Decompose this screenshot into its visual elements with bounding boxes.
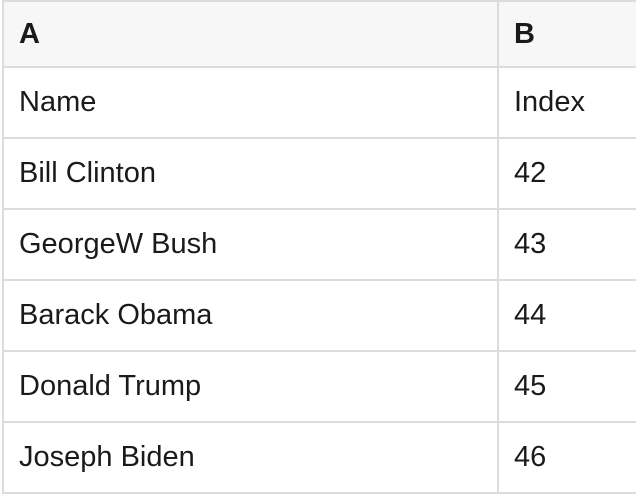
table-row: Donald Trump 45 xyxy=(4,352,636,423)
cell-b5[interactable]: 45 xyxy=(499,352,636,421)
table-row: Barack Obama 44 xyxy=(4,281,636,352)
column-header-row: A B xyxy=(4,2,636,68)
cell-a5-text: Donald Trump xyxy=(19,370,202,402)
cell-b1-text: Index xyxy=(514,86,585,118)
cell-a4-text: Barack Obama xyxy=(19,299,213,331)
cell-b4-text: 44 xyxy=(514,299,547,331)
table-row: Bill Clinton 42 xyxy=(4,139,636,210)
cell-a5[interactable]: Donald Trump xyxy=(4,352,499,421)
cell-b4[interactable]: 44 xyxy=(499,281,636,350)
cell-b5-text: 45 xyxy=(514,370,547,402)
cell-a3[interactable]: GeorgeW Bush xyxy=(4,210,499,279)
table-row: Joseph Biden 46 xyxy=(4,423,636,494)
column-header-b-label: B xyxy=(514,17,535,50)
cell-b6-text: 46 xyxy=(514,441,547,473)
cell-a6[interactable]: Joseph Biden xyxy=(4,423,499,492)
table-row: GeorgeW Bush 43 xyxy=(4,210,636,281)
cell-a2-text: Bill Clinton xyxy=(19,157,156,189)
cell-b2[interactable]: 42 xyxy=(499,139,636,208)
column-header-a[interactable]: A xyxy=(4,2,499,66)
cell-a3-text: GeorgeW Bush xyxy=(19,228,218,260)
column-header-b[interactable]: B xyxy=(499,2,636,66)
cell-a1[interactable]: Name xyxy=(4,68,499,137)
cell-a4[interactable]: Barack Obama xyxy=(4,281,499,350)
column-header-a-label: A xyxy=(19,17,40,50)
cell-b2-text: 42 xyxy=(514,157,547,189)
cell-b1[interactable]: Index xyxy=(499,68,636,137)
cell-a6-text: Joseph Biden xyxy=(19,441,195,473)
cell-b3[interactable]: 43 xyxy=(499,210,636,279)
cell-b6[interactable]: 46 xyxy=(499,423,636,492)
cell-a1-text: Name xyxy=(19,86,97,118)
cell-a2[interactable]: Bill Clinton xyxy=(4,139,499,208)
cell-b3-text: 43 xyxy=(514,228,547,260)
table-row: Name Index xyxy=(4,68,636,139)
